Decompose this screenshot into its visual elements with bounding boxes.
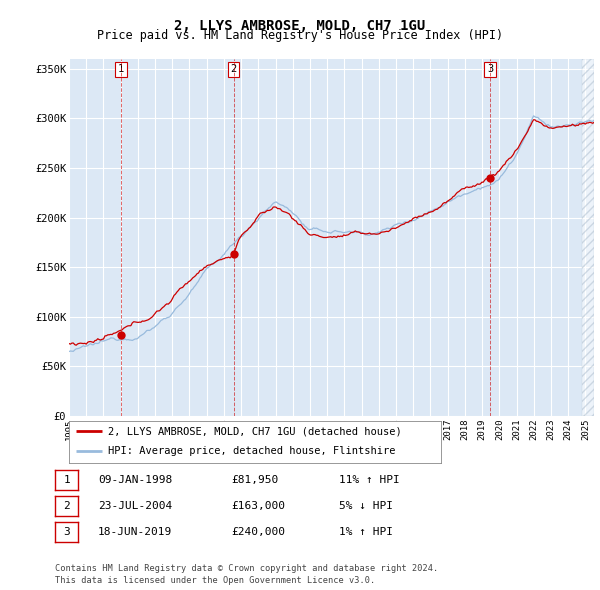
Text: 2: 2 [230, 64, 236, 74]
Text: £240,000: £240,000 [231, 527, 285, 537]
Text: HPI: Average price, detached house, Flintshire: HPI: Average price, detached house, Flin… [108, 446, 395, 456]
Text: £163,000: £163,000 [231, 502, 285, 511]
Text: 18-JUN-2019: 18-JUN-2019 [98, 527, 172, 537]
Text: 5% ↓ HPI: 5% ↓ HPI [339, 502, 393, 511]
Text: 2, LLYS AMBROSE, MOLD, CH7 1GU: 2, LLYS AMBROSE, MOLD, CH7 1GU [175, 19, 425, 33]
Text: 3: 3 [487, 64, 493, 74]
Text: 11% ↑ HPI: 11% ↑ HPI [339, 476, 400, 485]
Text: 1: 1 [63, 476, 70, 485]
Text: 3: 3 [63, 527, 70, 537]
Text: 09-JAN-1998: 09-JAN-1998 [98, 476, 172, 485]
Text: Price paid vs. HM Land Registry's House Price Index (HPI): Price paid vs. HM Land Registry's House … [97, 30, 503, 42]
Text: 2, LLYS AMBROSE, MOLD, CH7 1GU (detached house): 2, LLYS AMBROSE, MOLD, CH7 1GU (detached… [108, 427, 402, 436]
Text: 2: 2 [63, 502, 70, 511]
Text: £81,950: £81,950 [231, 476, 278, 485]
Text: Contains HM Land Registry data © Crown copyright and database right 2024.
This d: Contains HM Land Registry data © Crown c… [55, 564, 439, 585]
Polygon shape [582, 59, 594, 416]
Text: 1: 1 [118, 64, 124, 74]
Text: 23-JUL-2004: 23-JUL-2004 [98, 502, 172, 511]
Text: 1% ↑ HPI: 1% ↑ HPI [339, 527, 393, 537]
